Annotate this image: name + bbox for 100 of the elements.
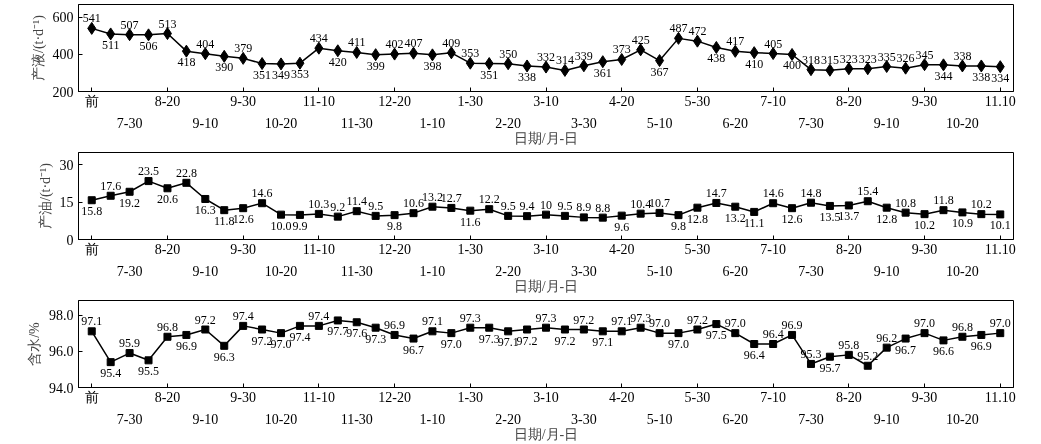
data-label: 425 — [631, 32, 650, 47]
point — [863, 197, 872, 206]
data-label: 9.8 — [387, 219, 403, 234]
data-label: 351 — [480, 67, 499, 82]
data-label: 12.6 — [781, 212, 803, 227]
data-label: 11.6 — [460, 214, 481, 229]
x-tick-label: 9-30 — [911, 93, 938, 109]
point — [560, 63, 570, 77]
point — [200, 47, 210, 61]
point — [825, 352, 834, 361]
point — [201, 194, 210, 203]
data-label: 339 — [574, 48, 593, 63]
point — [957, 59, 967, 73]
data-label: 541 — [82, 11, 101, 26]
point — [579, 59, 589, 73]
point — [371, 211, 380, 220]
data-label: 96.6 — [932, 344, 954, 359]
point — [579, 213, 588, 222]
data-label: 420 — [328, 54, 347, 69]
x-tick-label: 6-20 — [722, 263, 749, 279]
data-label: 96.2 — [876, 330, 898, 345]
point — [901, 61, 911, 75]
data-label: 506 — [139, 38, 158, 53]
data-label: 13.2 — [724, 210, 746, 225]
point — [371, 323, 380, 332]
x-tick-label: 10-20 — [946, 411, 979, 427]
point — [920, 329, 929, 338]
point — [731, 329, 740, 338]
point — [655, 54, 665, 68]
point — [163, 332, 172, 341]
data-label: 96.9 — [175, 338, 197, 353]
data-label: 373 — [612, 42, 631, 57]
data-label: 9.2 — [330, 199, 346, 214]
data-label: 97.4 — [308, 308, 330, 323]
data-label: 11.4 — [346, 194, 368, 209]
point — [560, 325, 569, 334]
y-tick-label: 30 — [59, 157, 74, 173]
point — [579, 325, 588, 334]
point — [674, 211, 683, 220]
y-tick-label: 94.0 — [49, 380, 74, 396]
x-tick-label: 5-30 — [684, 389, 711, 405]
point — [295, 321, 304, 330]
point — [976, 59, 986, 73]
data-label: 14.7 — [705, 185, 727, 200]
data-label: 97.0 — [440, 337, 462, 352]
data-label: 487 — [669, 21, 688, 36]
x-tick-label: 7-30 — [116, 263, 143, 279]
point — [409, 46, 419, 60]
point — [182, 330, 191, 339]
point — [352, 207, 361, 216]
x-tick-label: 9-10 — [873, 411, 900, 427]
x-tick-label: 8-20 — [154, 389, 181, 405]
data-label: 12.2 — [478, 192, 500, 207]
point — [598, 327, 607, 336]
data-label: 9.8 — [670, 219, 686, 234]
data-label: 97.4 — [232, 308, 254, 323]
x-tick-label: 5-30 — [684, 93, 711, 109]
point — [541, 60, 551, 74]
data-label: 9.4 — [519, 199, 535, 214]
point — [617, 211, 626, 220]
point — [504, 211, 513, 220]
x-tick-label: 8-20 — [836, 241, 862, 257]
point — [427, 48, 437, 62]
x-tick-label: 4-20 — [608, 93, 635, 109]
point — [162, 27, 172, 41]
x-tick-label: 2-20 — [495, 115, 521, 131]
point — [958, 208, 967, 217]
data-label: 404 — [196, 36, 215, 51]
data-label: 95.4 — [100, 366, 122, 381]
data-label: 10.3 — [308, 196, 330, 211]
x-tick-label: 5-10 — [646, 411, 673, 427]
data-label: 350 — [499, 46, 518, 61]
data-label: 10.0 — [270, 218, 292, 233]
data-label: 97.3 — [535, 310, 557, 325]
x-tick-label: 11.10 — [984, 241, 1016, 257]
point — [996, 210, 1005, 219]
point — [674, 329, 683, 338]
point — [749, 46, 759, 60]
x-tick-label: 10-20 — [946, 263, 979, 279]
point — [352, 45, 362, 59]
point — [636, 209, 645, 218]
x-axis-title: 日期/月-日 — [513, 130, 579, 146]
x-tick-label: 11-30 — [340, 263, 373, 279]
point — [503, 57, 513, 71]
data-label: 390 — [215, 60, 234, 75]
point — [920, 210, 929, 219]
data-label: 353 — [461, 46, 480, 61]
data-label: 14.6 — [762, 186, 784, 201]
data-label: 97.2 — [686, 312, 708, 327]
x-tick-label: 8-20 — [154, 93, 181, 109]
data-label: 326 — [896, 51, 915, 66]
data-label: 8.9 — [576, 200, 592, 215]
data-label: 97.5 — [705, 328, 727, 343]
point — [655, 208, 664, 217]
point — [466, 206, 475, 215]
data-label: 15.8 — [81, 204, 103, 219]
point — [295, 210, 304, 219]
data-label: 11.8 — [933, 193, 954, 208]
point — [258, 199, 267, 208]
point — [144, 28, 154, 42]
